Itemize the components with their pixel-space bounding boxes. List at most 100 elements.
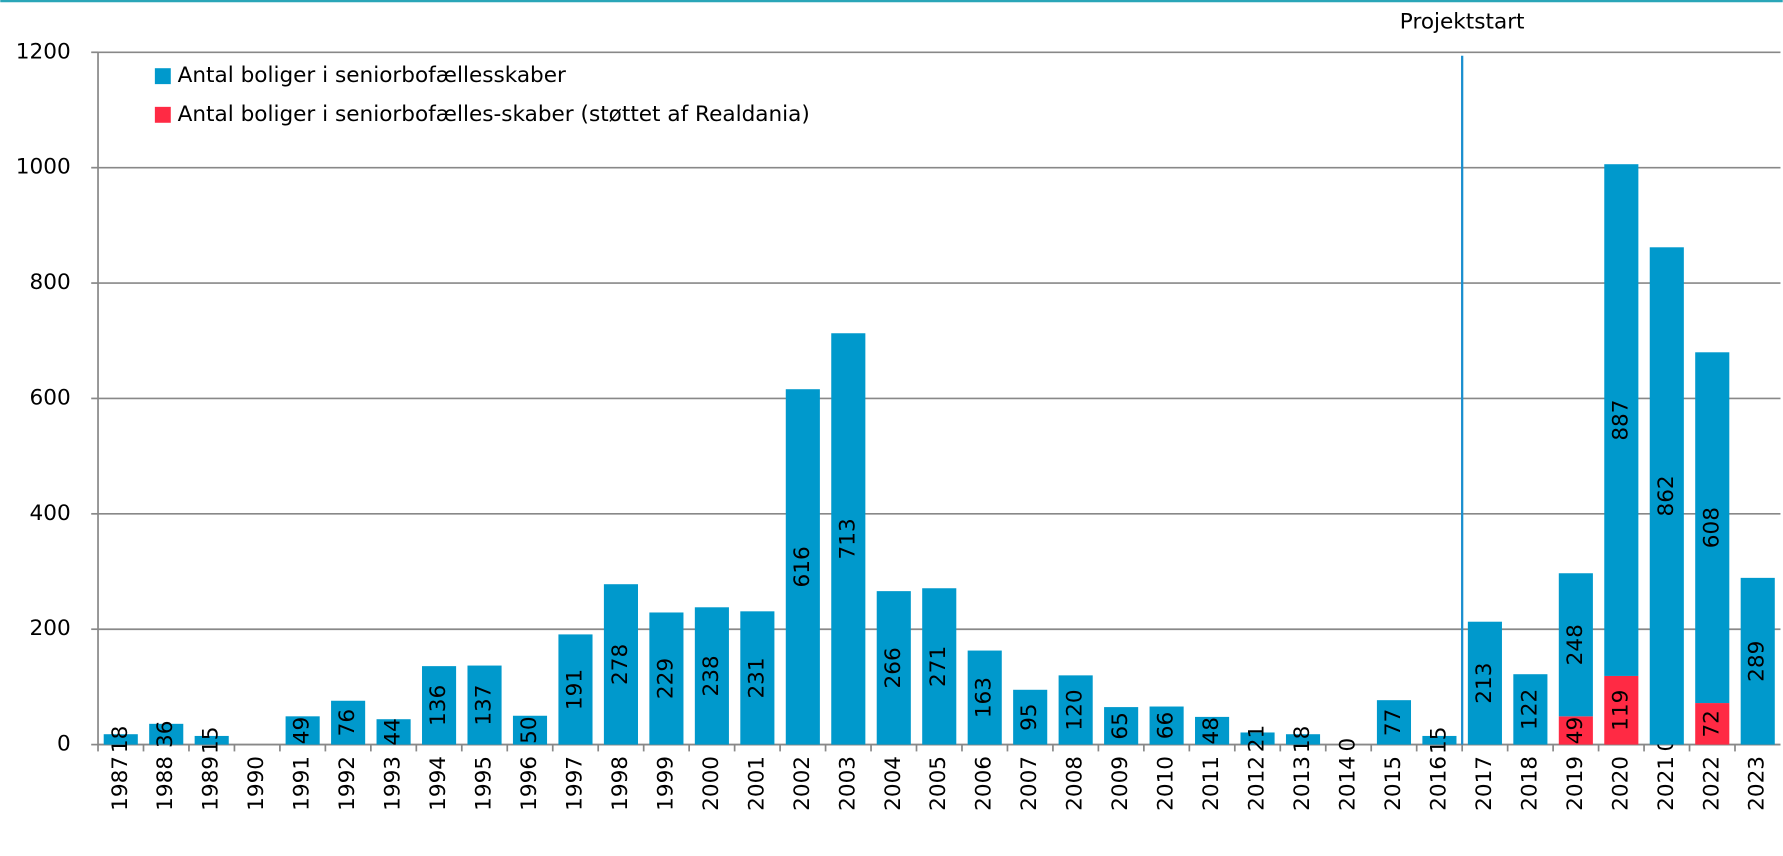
bar (376, 719, 411, 745)
x-tick-label: 2010 (1154, 756, 1179, 811)
value-label: 77 (1381, 709, 1406, 736)
value-label: 15 (1426, 727, 1451, 754)
bar (1604, 675, 1639, 745)
legend-label: Antal boliger i seniorbofællesskaber (178, 63, 566, 88)
x-tick-label: 2002 (790, 756, 815, 811)
bar (149, 723, 184, 745)
value-label: 271 (926, 646, 951, 687)
bar (1649, 247, 1684, 745)
value-label: 36 (153, 720, 178, 747)
bar (603, 584, 638, 745)
value-label: 49 (1563, 717, 1588, 744)
bar (1013, 689, 1048, 745)
x-tick-label: 2005 (926, 756, 951, 811)
bar (967, 650, 1002, 745)
x-tick-label: 2017 (1472, 756, 1497, 811)
bar (694, 607, 729, 745)
value-label: 50 (517, 716, 542, 743)
bar (785, 389, 820, 745)
y-tick-label: 1000 (16, 155, 71, 180)
value-label: 713 (835, 518, 860, 559)
bar (1604, 164, 1639, 676)
x-tick-label: 1993 (381, 756, 406, 811)
y-tick-label: 800 (30, 270, 71, 295)
bar (467, 665, 502, 745)
bar (558, 634, 593, 745)
value-label: 48 (1199, 717, 1224, 744)
x-tick-label: 1995 (472, 756, 497, 811)
value-label: 231 (744, 657, 769, 698)
bar (1240, 732, 1275, 745)
x-tick-label: 2019 (1563, 756, 1588, 811)
x-tick-label: 2016 (1426, 756, 1451, 811)
value-label: 136 (426, 685, 451, 726)
value-label: 608 (1699, 507, 1724, 548)
value-label: 213 (1472, 663, 1497, 704)
x-tick-label: 2020 (1608, 756, 1633, 811)
x-tick-label: 2021 (1654, 756, 1679, 811)
value-label: 238 (699, 655, 724, 696)
bar (1376, 700, 1412, 745)
x-tick-label: 2007 (1017, 756, 1042, 811)
x-tick-label: 2008 (1063, 756, 1088, 811)
value-label: 44 (381, 718, 406, 745)
value-label: 76 (335, 709, 360, 736)
x-tick-label: 2004 (881, 756, 906, 811)
bar (1558, 716, 1593, 745)
y-tick-label: 600 (30, 385, 71, 410)
bar (649, 612, 684, 745)
x-tick-label: 2000 (699, 756, 724, 811)
value-label: 65 (1108, 712, 1133, 739)
bar (740, 611, 775, 745)
bar (331, 700, 366, 745)
value-label: 191 (562, 669, 587, 710)
x-tick-label: 1994 (426, 756, 451, 811)
legend-label: Antal boliger i seniorbofælles-skaber (s… (178, 102, 810, 127)
value-label: 49 (290, 717, 315, 744)
bar (1695, 703, 1730, 745)
value-label: 120 (1063, 689, 1088, 730)
value-label: 18 (108, 726, 133, 753)
x-tick-label: 2014 (1335, 756, 1360, 811)
value-label: 887 (1608, 399, 1633, 440)
value-label: 248 (1563, 624, 1588, 665)
annotation: Projektstart (1400, 10, 1525, 35)
y-tick-label: 0 (57, 732, 71, 757)
x-tick-label: 2012 (1245, 756, 1270, 811)
bar (1422, 735, 1457, 745)
value-label: 18 (1290, 726, 1315, 753)
x-tick-label: 1997 (562, 756, 587, 811)
x-tick-label: 2018 (1517, 756, 1542, 811)
x-tick-label: 1988 (153, 756, 178, 811)
value-label: 163 (972, 677, 997, 718)
bar (1195, 716, 1230, 745)
value-label: 616 (790, 546, 815, 587)
value-label: 122 (1517, 689, 1542, 730)
value-label: 15 (199, 727, 224, 754)
bar (1513, 674, 1548, 745)
x-tick-label: 2009 (1108, 756, 1133, 811)
value-label: 289 (1745, 641, 1770, 682)
value-label: 278 (608, 644, 633, 685)
value-label: 72 (1699, 710, 1724, 737)
bar (1740, 577, 1775, 745)
bar (285, 716, 320, 745)
bar (1285, 734, 1321, 745)
x-tick-label: 1991 (290, 756, 315, 811)
value-label: 229 (653, 658, 678, 699)
bar (1149, 706, 1184, 745)
x-tick-label: 2013 (1290, 756, 1315, 811)
y-tick-label: 1200 (16, 39, 71, 64)
bar (876, 591, 911, 745)
bar (1104, 707, 1139, 745)
bar (422, 666, 457, 745)
bar (103, 734, 138, 745)
x-tick-label: 2006 (972, 756, 997, 811)
x-tick-label: 1990 (244, 756, 269, 811)
value-label: 66 (1154, 712, 1179, 739)
value-label: 119 (1608, 690, 1633, 731)
x-tick-label: 1987 (108, 756, 133, 811)
x-tick-label: 2001 (744, 756, 769, 811)
bar (1558, 573, 1593, 717)
